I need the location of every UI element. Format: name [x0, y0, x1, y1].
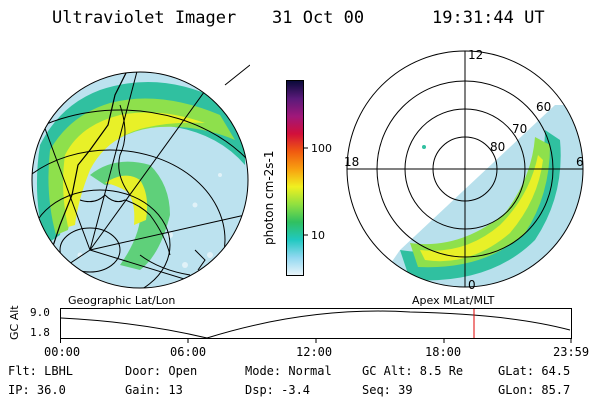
door-info: Door: Open — [125, 364, 198, 378]
time-label: 19:31:44 UT — [432, 8, 545, 28]
colorbar-tick-100: 100 — [311, 142, 332, 155]
mlt-label-6: 6 — [576, 155, 584, 169]
instrument-title: Ultraviolet Imager — [52, 8, 237, 28]
mlat-label-80: 80 — [490, 140, 505, 154]
seq-info: Seq: 39 — [362, 383, 413, 397]
altitude-plot — [60, 308, 572, 343]
date-label: 31 Oct 00 — [272, 8, 365, 28]
dsp-info: Dsp: -3.4 — [245, 383, 311, 397]
altitude-xtick-1200: 12:00 — [296, 345, 333, 359]
altitude-xtick-2359: 23:59 — [553, 345, 590, 359]
apex-frame-label: Apex MLat/MLT — [412, 294, 495, 307]
altitude-ytick-top: 9.0 — [30, 306, 50, 319]
colorbar-ticks: 100 10 — [303, 142, 332, 242]
polar-mlat-mlt-plot: 12 18 6 0 60 70 80 — [344, 48, 584, 292]
altitude-ylabel: GC Alt — [8, 305, 21, 340]
ip-info: IP: 36.0 — [8, 383, 66, 397]
glon-info: GLon: 85.7 — [498, 383, 571, 397]
mlt-label-0: 0 — [468, 278, 476, 292]
gc-alt-info: GC Alt: 8.5 Re — [362, 364, 464, 378]
geographic-frame-label: Geographic Lat/Lon — [68, 294, 176, 307]
altitude-xtick-0600: 06:00 — [170, 345, 207, 359]
mlt-label-18: 18 — [344, 155, 359, 169]
glat-info: GLat: 64.5 — [498, 364, 571, 378]
mode-info: Mode: Normal — [245, 364, 332, 378]
colorbar-tick-10: 10 — [311, 229, 325, 242]
colorbar-unit-label: photon cm-2s-1 — [262, 150, 276, 246]
geographic-auroral-image — [31, 64, 250, 289]
gain-info: Gain: 13 — [125, 383, 183, 397]
altitude-xtick-0000: 00:00 — [44, 345, 81, 359]
filter-info: Flt: LBHL — [8, 364, 74, 378]
altitude-ytick-bottom: 1.8 — [30, 326, 50, 339]
mlat-label-60: 60 — [536, 100, 551, 114]
mlat-label-70: 70 — [512, 122, 527, 136]
colorbar — [286, 80, 304, 276]
altitude-xtick-1800: 18:00 — [425, 345, 462, 359]
mlt-label-12: 12 — [468, 48, 483, 62]
